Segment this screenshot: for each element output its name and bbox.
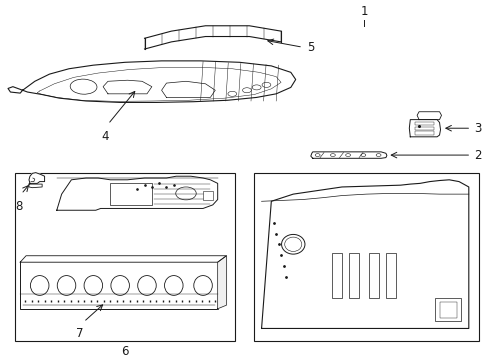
Ellipse shape [70, 79, 97, 94]
Polygon shape [29, 173, 44, 183]
Polygon shape [261, 180, 468, 328]
Ellipse shape [360, 154, 365, 157]
Ellipse shape [330, 154, 335, 157]
Bar [414, 122, 433, 125]
Polygon shape [22, 61, 295, 103]
Polygon shape [408, 120, 440, 137]
Polygon shape [217, 256, 226, 309]
Ellipse shape [57, 275, 76, 295]
Ellipse shape [345, 154, 350, 157]
Bar [434, 298, 461, 321]
Polygon shape [144, 26, 281, 49]
Bar [414, 127, 433, 130]
Bar [110, 183, 152, 205]
Bar [203, 190, 212, 199]
Ellipse shape [138, 275, 156, 295]
Ellipse shape [315, 154, 320, 157]
Bar [15, 173, 234, 341]
Bar [331, 253, 341, 298]
Ellipse shape [242, 88, 251, 93]
Bar [254, 173, 478, 341]
Ellipse shape [84, 275, 102, 295]
Ellipse shape [281, 234, 305, 254]
Text: 6: 6 [121, 345, 128, 357]
Bar [368, 253, 378, 298]
Text: 1: 1 [360, 5, 367, 18]
Text: 7: 7 [76, 327, 83, 340]
Bar [348, 253, 358, 298]
Text: 8: 8 [16, 199, 23, 212]
Ellipse shape [227, 91, 236, 96]
Ellipse shape [284, 237, 301, 251]
Text: 3: 3 [473, 122, 480, 135]
Polygon shape [310, 152, 386, 158]
Text: 2: 2 [473, 149, 480, 162]
Polygon shape [20, 256, 226, 262]
Ellipse shape [164, 275, 183, 295]
Text: 4: 4 [102, 130, 109, 143]
Ellipse shape [193, 275, 212, 295]
Bar [439, 302, 456, 318]
Polygon shape [57, 176, 217, 210]
Text: 5: 5 [306, 41, 314, 54]
Ellipse shape [175, 187, 196, 200]
Ellipse shape [30, 275, 49, 295]
Ellipse shape [375, 154, 380, 157]
Ellipse shape [262, 82, 270, 87]
Polygon shape [416, 112, 441, 120]
Ellipse shape [111, 275, 129, 295]
Ellipse shape [252, 85, 261, 90]
Bar [385, 253, 395, 298]
Bar [414, 131, 433, 135]
Bar [20, 262, 217, 309]
